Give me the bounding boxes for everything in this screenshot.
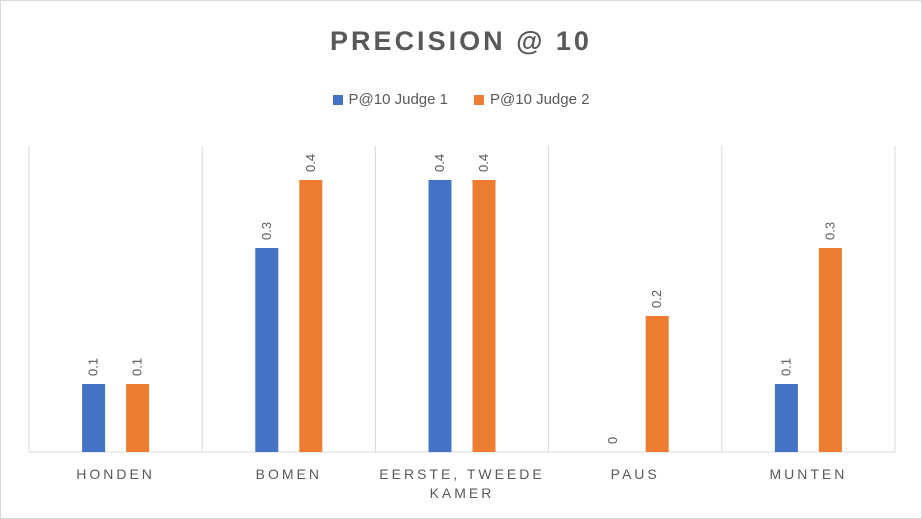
bar-2-1 <box>126 384 150 452</box>
category-label: EERSTE, TWEEDE <box>379 466 544 482</box>
data-label: 0.3 <box>259 222 274 240</box>
data-label: 0.4 <box>432 154 447 172</box>
legend-swatch-judge-2 <box>474 94 484 105</box>
legend-swatch-judge-1 <box>332 94 343 105</box>
data-label: 0.2 <box>649 290 664 308</box>
bar-1-1 <box>82 384 106 452</box>
bar-1-3 <box>428 180 452 452</box>
bar-2-5 <box>818 248 842 452</box>
legend: P@10 Judge 1 P@10 Judge 2 <box>0 91 922 108</box>
bar-2-4 <box>645 316 669 452</box>
legend-label-judge-2: P@10 Judge 2 <box>490 91 590 108</box>
category-label: HONDEN <box>76 466 155 482</box>
chart-title: PRECISION @ 10 <box>330 26 592 56</box>
data-label: 0.1 <box>86 358 101 376</box>
category-label: BOMEN <box>256 466 322 482</box>
bar-2-3 <box>472 180 496 452</box>
data-label: 0.1 <box>778 358 793 376</box>
data-label: 0 <box>605 437 620 444</box>
data-label: 0.3 <box>822 222 837 240</box>
legend-item-judge-2: P@10 Judge 2 <box>474 91 589 108</box>
category-label: MUNTEN <box>769 466 847 482</box>
legend-label-judge-1: P@10 Judge 1 <box>348 91 448 108</box>
category-label: PAUS <box>611 466 660 482</box>
data-label: 0.4 <box>303 154 318 172</box>
bar-1-5 <box>774 384 798 452</box>
bar-2-2 <box>299 180 323 452</box>
legend-item-judge-1: P@10 Judge 1 <box>332 91 448 108</box>
bar-1-2 <box>255 248 279 452</box>
data-label: 0.4 <box>476 154 491 172</box>
data-label: 0.1 <box>130 358 145 376</box>
category-label: KAMER <box>430 485 495 501</box>
